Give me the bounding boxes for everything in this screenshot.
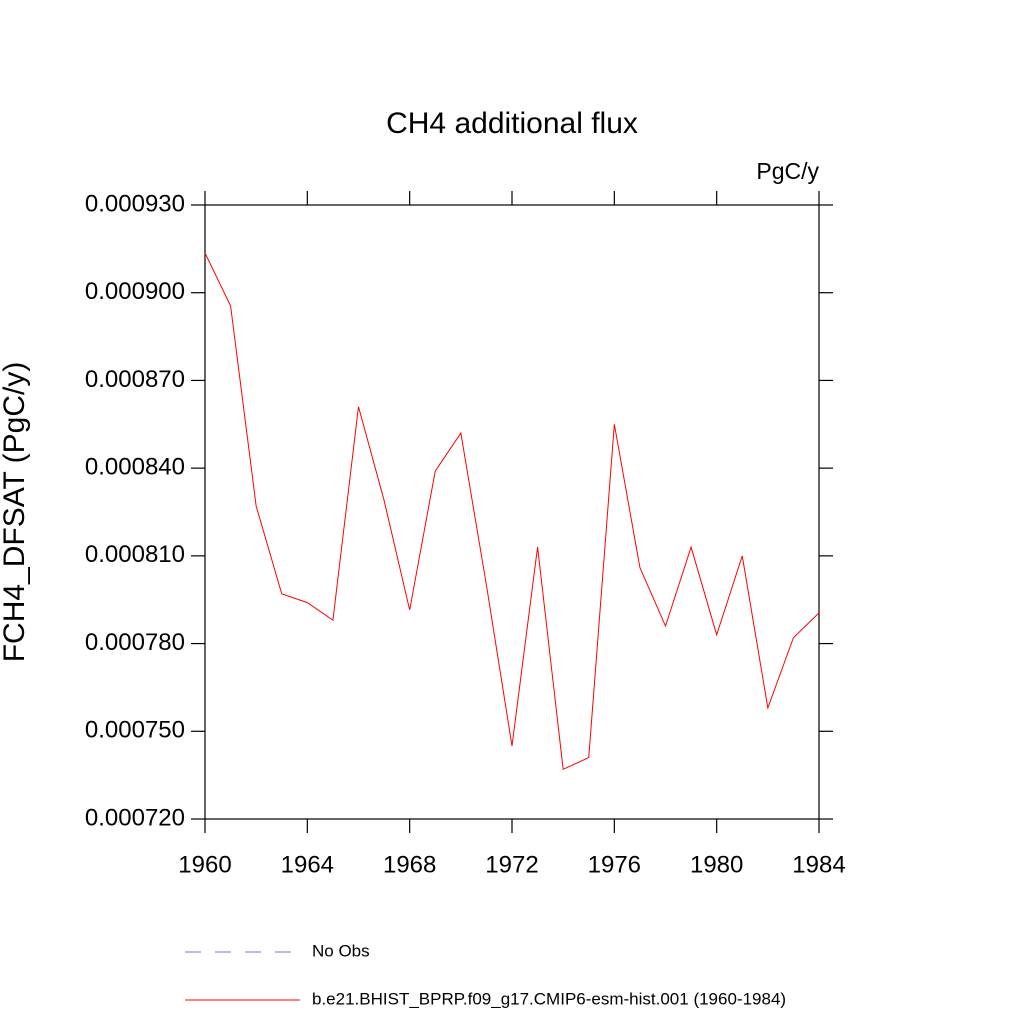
x-tick-label: 1964 — [281, 851, 334, 878]
legend-label: No Obs — [312, 941, 370, 960]
x-tick-label: 1968 — [383, 851, 436, 878]
y-tick-label: 0.000780 — [85, 629, 185, 656]
x-tick-label: 1972 — [485, 851, 538, 878]
y-tick-label: 0.000810 — [85, 541, 185, 568]
plot-frame — [204, 204, 820, 820]
units-label: PgC/y — [756, 158, 819, 184]
x-tick-label: 1976 — [588, 851, 641, 878]
data-line — [204, 252, 820, 771]
x-tick-label: 1984 — [792, 851, 845, 878]
y-tick-label: 0.000930 — [85, 190, 185, 217]
legend-label: b.e21.BHIST_BPRP.f09_g17.CMIP6-esm-hist.… — [312, 989, 786, 1008]
y-tick-label: 0.000750 — [85, 717, 185, 744]
y-tick-label: 0.000720 — [85, 804, 185, 831]
y-tick-label: 0.000840 — [85, 453, 185, 480]
y-axis-label: FCH4_DFSAT (PgC/y) — [0, 362, 31, 663]
chart-title: CH4 additional flux — [386, 107, 638, 140]
x-tick-label: 1980 — [690, 851, 743, 878]
x-tick-label: 1960 — [178, 851, 231, 878]
y-tick-label: 0.000870 — [85, 366, 185, 393]
y-tick-label: 0.000900 — [85, 278, 185, 305]
